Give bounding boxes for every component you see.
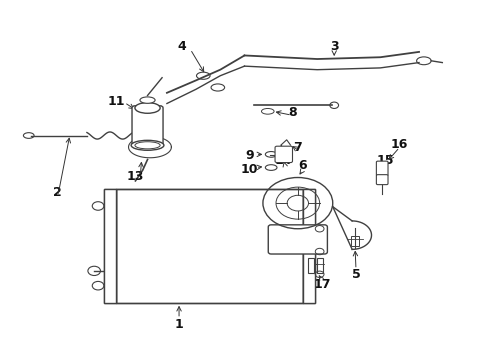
Text: 2: 2: [53, 186, 62, 199]
Text: 7: 7: [293, 141, 302, 154]
FancyBboxPatch shape: [132, 106, 163, 148]
FancyBboxPatch shape: [274, 146, 292, 163]
Text: 12: 12: [143, 129, 161, 142]
Bar: [307, 258, 313, 273]
Text: 6: 6: [298, 159, 306, 172]
Bar: [116, 189, 302, 303]
Bar: [302, 189, 314, 303]
Text: 15: 15: [376, 154, 393, 167]
Bar: [103, 189, 116, 303]
Bar: [350, 236, 358, 246]
Text: 3: 3: [329, 40, 338, 53]
FancyBboxPatch shape: [268, 225, 327, 254]
Text: 14: 14: [274, 154, 291, 167]
Ellipse shape: [135, 103, 160, 113]
Text: 11: 11: [107, 95, 124, 108]
Ellipse shape: [140, 97, 155, 103]
Text: 17: 17: [313, 279, 330, 292]
Text: 13: 13: [126, 170, 144, 183]
Ellipse shape: [131, 140, 163, 150]
FancyBboxPatch shape: [376, 161, 387, 176]
Text: 4: 4: [177, 40, 185, 53]
Text: 16: 16: [390, 138, 407, 151]
Text: 1: 1: [174, 318, 183, 330]
FancyBboxPatch shape: [376, 175, 387, 185]
Ellipse shape: [135, 142, 160, 149]
Text: 5: 5: [351, 268, 360, 281]
Bar: [103, 189, 116, 303]
Bar: [116, 189, 302, 303]
Bar: [316, 258, 322, 273]
Text: 8: 8: [288, 106, 297, 119]
Text: 10: 10: [240, 163, 258, 176]
Text: 9: 9: [244, 149, 253, 162]
Bar: [302, 189, 314, 303]
